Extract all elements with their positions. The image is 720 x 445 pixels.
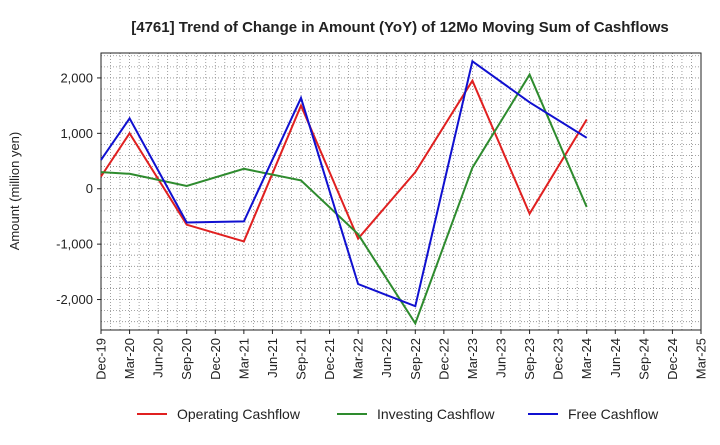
x-tick-label: Mar-24 xyxy=(579,338,594,379)
series-line-investing-cashflow xyxy=(100,72,588,326)
x-tick-label: Sep-24 xyxy=(636,338,651,380)
x-tick-label: Sep-23 xyxy=(522,338,537,380)
grid-layer xyxy=(101,53,701,330)
plot-frame xyxy=(100,52,702,331)
x-tick-label: Mar-23 xyxy=(465,338,480,379)
x-tick-label: Mar-25 xyxy=(694,338,709,379)
x-tick-label: Jun-22 xyxy=(379,338,394,378)
y-tick-label: -1,000 xyxy=(56,237,93,252)
x-tick-label: Jun-23 xyxy=(494,338,509,378)
x-tick-label: Sep-20 xyxy=(179,338,194,380)
x-tick-label: Dec-24 xyxy=(665,338,680,380)
legend-label-operating-cashflow: Operating Cashflow xyxy=(177,406,301,422)
legend-label-free-cashflow: Free Cashflow xyxy=(568,406,659,422)
x-tick-label: Dec-20 xyxy=(208,338,223,380)
x-tick-label: Dec-23 xyxy=(551,338,566,380)
y-tick-label: 0 xyxy=(86,181,93,196)
series-layer xyxy=(100,59,588,326)
x-tick-label: Dec-19 xyxy=(94,338,109,380)
x-axis: Dec-19 Mar-20 Jun-20 Sep-20 Dec-20 Mar-21 Jun-… xyxy=(94,330,709,380)
y-tick-label: 2,000 xyxy=(60,70,93,85)
legend-label-investing-cashflow: Investing Cashflow xyxy=(377,406,495,422)
series-line-free-cashflow xyxy=(100,59,588,308)
x-tick-label: Mar-20 xyxy=(122,338,137,379)
y-tick-label: -2,000 xyxy=(56,292,93,307)
legend: Operating Cashflow Investing Cashflow Free… xyxy=(137,406,659,422)
x-tick-label: Dec-21 xyxy=(322,338,337,380)
x-tick-label: Jun-24 xyxy=(608,338,623,378)
y-axis: -2,000 -1,000 0 1,000 2,000 xyxy=(56,70,101,307)
x-tick-label: Jun-21 xyxy=(265,338,280,378)
series-line-operating-cashflow xyxy=(100,78,588,243)
x-tick-label: Mar-22 xyxy=(351,338,366,379)
x-tick-label: Sep-21 xyxy=(294,338,309,380)
y-axis-label: Amount (million yen) xyxy=(7,132,22,251)
x-tick-label: Sep-22 xyxy=(408,338,423,380)
x-tick-label: Dec-22 xyxy=(436,338,451,380)
x-tick-label: Mar-21 xyxy=(236,338,251,379)
chart-title: [4761] Trend of Change in Amount (YoY) o… xyxy=(131,19,669,36)
y-tick-label: 1,000 xyxy=(60,126,93,141)
x-tick-label: Jun-20 xyxy=(151,338,166,378)
